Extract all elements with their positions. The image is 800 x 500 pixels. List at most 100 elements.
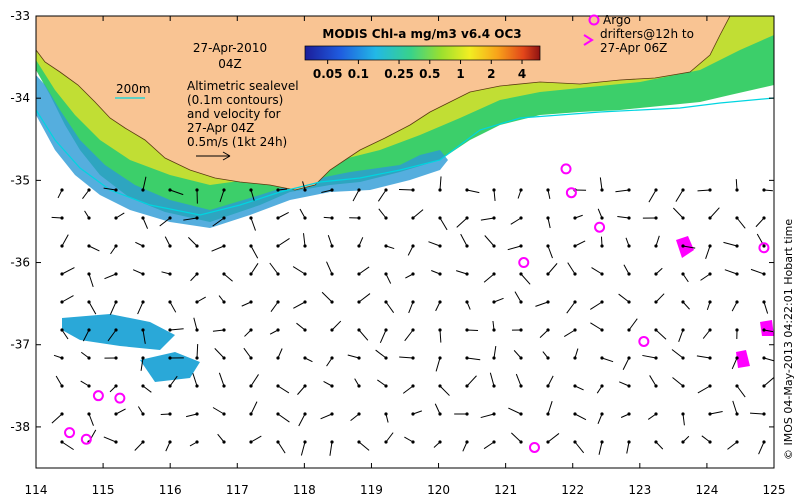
velocity-arrow [169, 375, 178, 387]
velocity-arrow-tail [411, 188, 415, 192]
velocity-arrow-tail [357, 328, 361, 332]
velocity-arrow-tail [627, 328, 631, 332]
velocity-arrow [358, 293, 371, 303]
velocity-arrow [303, 233, 306, 247]
velocity-arrow [597, 413, 603, 425]
velocity-arrow-tail [249, 412, 253, 416]
y-tick-label: -37 [10, 338, 30, 352]
velocity-arrow-tail [411, 272, 415, 276]
velocity-arrow [466, 329, 479, 332]
velocity-arrow-tail [573, 412, 577, 416]
velocity-arrow [439, 385, 450, 396]
velocity-arrow [547, 433, 560, 443]
velocity-arrow-tail [276, 356, 280, 360]
velocity-arrow-tail [735, 440, 739, 444]
velocity-arrow [223, 273, 233, 282]
argo-float-marker [518, 257, 530, 269]
velocity-arrow-tail [438, 300, 442, 304]
velocity-arrow-tail [195, 384, 199, 388]
velocity-arrow-tail [87, 244, 91, 248]
velocity-arrow [196, 296, 206, 303]
velocity-arrow-tail [654, 272, 658, 276]
argo-float-marker [560, 163, 572, 175]
velocity-arrow-tail [546, 300, 550, 304]
velocity-arrow [331, 320, 342, 331]
velocity-arrow-tail [384, 272, 388, 276]
velocity-arrow [697, 189, 711, 192]
velocity-arrow [434, 403, 441, 415]
velocity-arrow [755, 217, 765, 228]
velocity-arrow [350, 413, 360, 422]
velocity-arrow-tail [600, 216, 604, 220]
velocity-arrow-tail [411, 216, 415, 220]
velocity-arrow [217, 433, 225, 443]
velocity-arrow [107, 329, 117, 342]
velocity-arrow [327, 235, 333, 247]
velocity-arrow-tail [330, 412, 334, 416]
velocity-arrow [456, 270, 468, 275]
velocity-arrow [61, 329, 69, 340]
velocity-arrow [61, 267, 75, 275]
velocity-arrow-tail [681, 300, 685, 304]
velocity-arrow-tail [411, 328, 415, 332]
velocity-arrow-tail [627, 188, 631, 192]
velocity-arrow-tail [168, 300, 172, 304]
velocity-arrow [439, 176, 442, 191]
velocity-arrow [270, 301, 279, 312]
velocity-arrow [103, 436, 117, 443]
velocity-arrow [591, 267, 603, 275]
velocity-arrow [750, 412, 765, 415]
velocity-arrow-tail [546, 384, 550, 388]
velocity-arrow [134, 441, 144, 451]
velocity-arrow [601, 357, 614, 363]
velocity-arrow-tail [573, 384, 577, 388]
velocity-arrow-tail [735, 272, 739, 276]
depth-contour-200m [36, 97, 774, 216]
velocity-arrow-tail [114, 244, 118, 248]
velocity-arrow-tail [330, 328, 334, 332]
velocity-arrow [358, 441, 370, 451]
velocity-arrow [460, 233, 468, 247]
velocity-arrow-tail [708, 244, 712, 248]
velocity-arrow-tail [303, 356, 307, 360]
velocity-arrow-tail [600, 440, 604, 444]
velocity-arrow-tail [141, 384, 145, 388]
velocity-arrow-tail [519, 300, 523, 304]
velocity-arrow-tail [114, 188, 118, 192]
velocity-arrow-tail [438, 384, 442, 388]
velocity-arrow [520, 273, 531, 285]
velocity-arrow-tail [249, 328, 253, 332]
velocity-arrow-tail [357, 244, 361, 248]
velocity-arrow-tail [708, 300, 712, 304]
velocity-arrow [493, 297, 504, 303]
velocity-arrow [326, 261, 333, 275]
velocity-arrow-tail [384, 244, 388, 248]
velocity-arrow-tail [519, 188, 523, 192]
velocity-arrow [51, 413, 63, 424]
legend-line-3: and velocity for [187, 107, 281, 121]
velocity-arrow [399, 356, 414, 359]
velocity-arrow-tail [87, 356, 91, 360]
x-tick-label: 122 [561, 483, 584, 497]
velocity-arrow-tail [141, 272, 145, 276]
velocity-arrow-tail [303, 328, 307, 332]
velocity-arrow-tail [708, 412, 712, 416]
velocity-arrow [142, 329, 146, 344]
velocity-arrow-tail [384, 440, 388, 444]
velocity-arrow [412, 209, 424, 219]
y-tick-label: -36 [10, 256, 30, 270]
velocity-arrow-tail [546, 216, 550, 220]
velocity-arrow-tail [168, 188, 172, 192]
velocity-arrow-tail [330, 244, 334, 248]
velocity-arrow-tail [249, 244, 253, 248]
velocity-arrow-tail [573, 440, 577, 444]
velocity-arrow-tail [357, 384, 361, 388]
velocity-arrow [678, 329, 684, 342]
velocity-arrow-tail [519, 384, 523, 388]
velocity-arrow [672, 377, 684, 387]
velocity-arrow-tail [654, 384, 658, 388]
velocity-arrow [385, 273, 392, 284]
velocity-arrow-tail [222, 412, 226, 416]
colorbar-tick-label: 0.5 [419, 67, 440, 81]
velocity-arrow-tail [60, 356, 64, 360]
